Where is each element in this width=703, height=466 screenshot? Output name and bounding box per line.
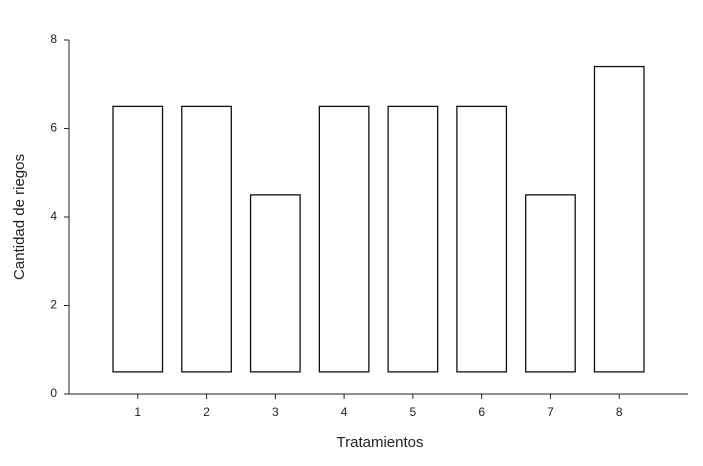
bar <box>318 105 370 373</box>
bar <box>249 194 301 373</box>
bar <box>181 105 232 373</box>
x-tick-label: 4 <box>341 405 348 419</box>
bar <box>387 105 439 373</box>
x-tick-label: 3 <box>272 405 279 419</box>
x-tick-label: 8 <box>616 405 623 419</box>
bar <box>525 194 576 373</box>
y-tick-label: 0 <box>50 386 57 400</box>
bar <box>112 105 164 373</box>
y-tick-label: 4 <box>50 209 57 223</box>
y-tick-label: 8 <box>50 32 57 46</box>
y-tick-label: 2 <box>50 298 57 312</box>
y-tick-label: 6 <box>50 121 57 135</box>
bar <box>593 65 645 373</box>
x-axis-title: Tratamientos <box>337 434 424 451</box>
y-axis-title: Cantidad de riegos <box>11 154 28 280</box>
x-tick-label: 1 <box>134 405 141 419</box>
bar <box>456 105 508 373</box>
x-tick-label: 2 <box>203 405 210 419</box>
x-tick-label: 6 <box>478 405 485 419</box>
x-tick-label: 7 <box>547 405 554 419</box>
x-tick-label: 5 <box>410 405 417 419</box>
